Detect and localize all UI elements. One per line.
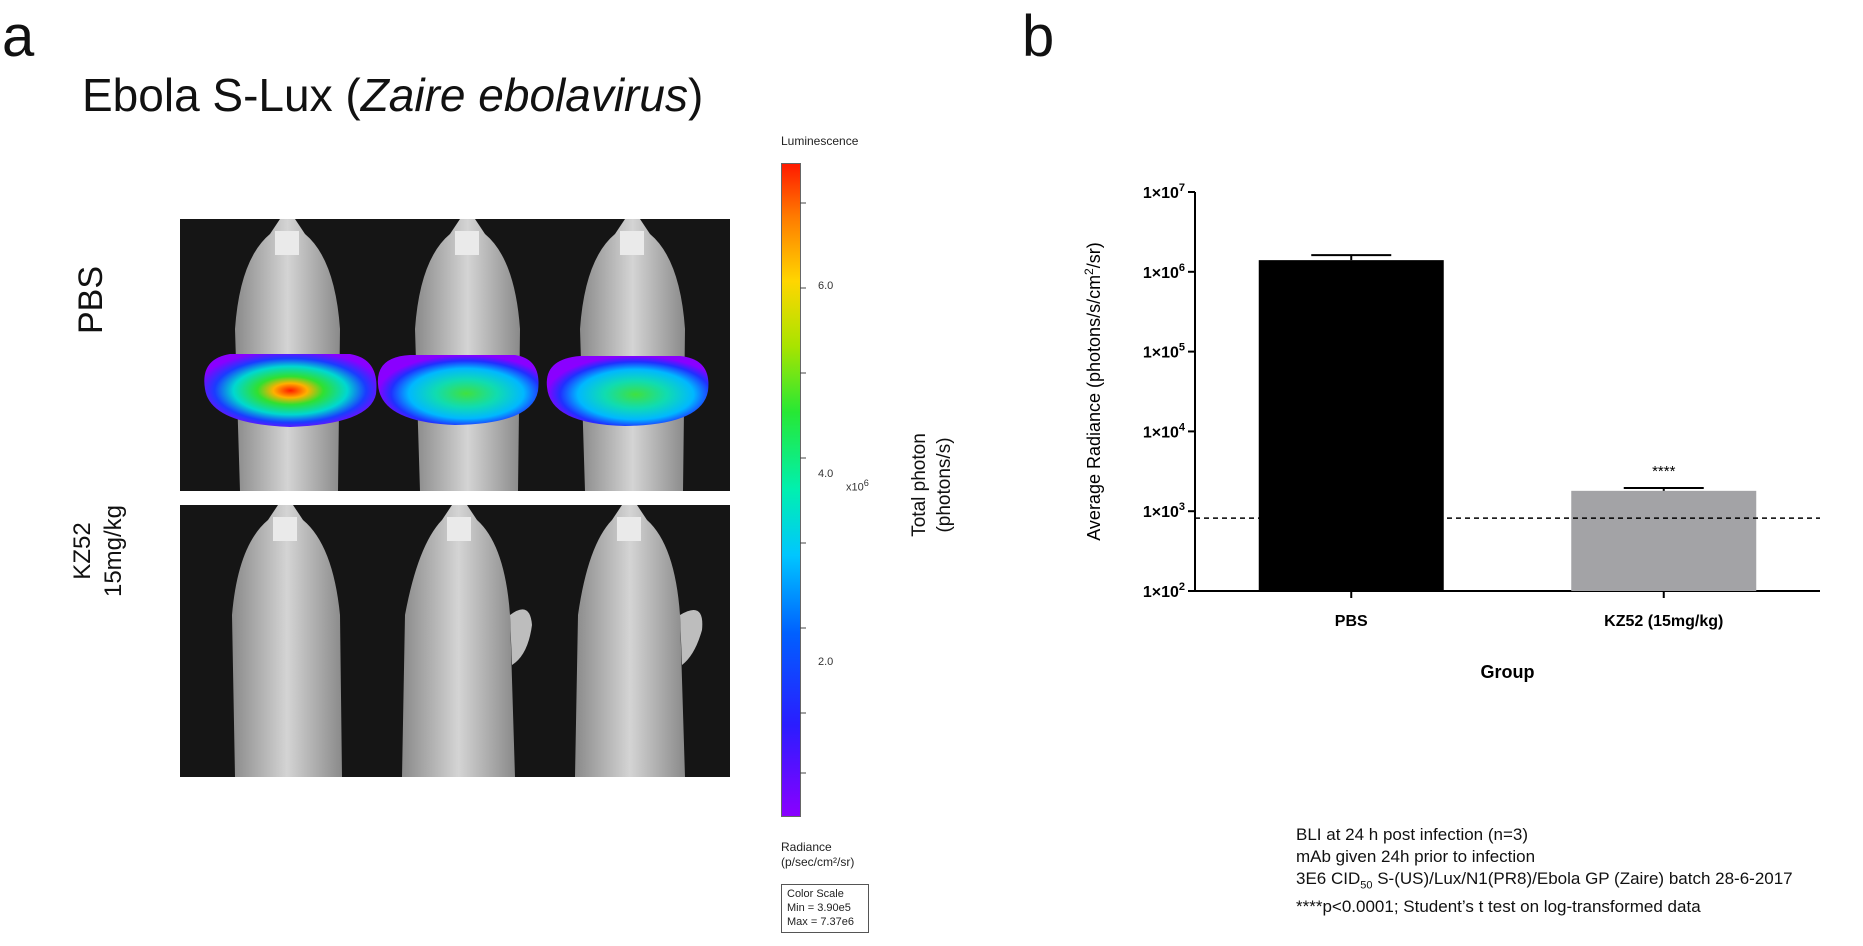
colorbar-top-label: Luminescence bbox=[781, 134, 859, 148]
title-prefix: Ebola S-Lux ( bbox=[82, 69, 361, 121]
colorbar-multiplier-exp: 6 bbox=[863, 478, 869, 488]
panel-a-letter: a bbox=[2, 4, 35, 69]
color-scale-min: Min = 3.90e5 bbox=[787, 901, 851, 914]
colorbar-unit-line2: (p/sec/cm²/sr) bbox=[781, 855, 855, 869]
y-tick-label-1: 1×103 bbox=[1143, 501, 1185, 521]
group-label-kz52-line1: KZ52 bbox=[69, 522, 96, 580]
colorbar-ticks bbox=[800, 163, 808, 815]
total-photon-label: Total photon (photons/s) bbox=[908, 390, 962, 580]
total-photon-line1: Total photon bbox=[909, 433, 930, 537]
mouse-4 bbox=[232, 505, 342, 777]
color-scale-title: Color Scale bbox=[787, 888, 844, 900]
x-axis-label: Group bbox=[1481, 662, 1535, 682]
colorbar-tick-2: 2.0 bbox=[818, 656, 834, 668]
y-tick-label-5: 1×107 bbox=[1143, 182, 1185, 202]
colorbar-multiplier: x106 bbox=[846, 478, 869, 494]
y-tick-label-2: 1×104 bbox=[1143, 421, 1186, 441]
bar-1 bbox=[1571, 490, 1757, 591]
x-tick-label-1: KZ52 (15mg/kg) bbox=[1604, 613, 1723, 630]
color-scale-max: Max = 7.37e6 bbox=[787, 915, 854, 928]
luminescence-colorbar bbox=[781, 163, 801, 817]
note-line-2: mAb given 24h prior to infection bbox=[1296, 847, 1536, 866]
y-tick-label-3: 1×105 bbox=[1143, 342, 1185, 362]
note-line-1: BLI at 24 h post infection (n=3) bbox=[1296, 825, 1529, 844]
mouse-3 bbox=[546, 219, 709, 491]
panel-a-title: Ebola S-Lux (Zaire ebolavirus) bbox=[82, 72, 703, 118]
colorbar-unit-label: Radiance (p/sec/cm²/sr) bbox=[781, 840, 854, 870]
chart-svg: 1×102 1×103 1×104 1×105 1×106 1×107 PBS KZ52 (1… bbox=[1082, 182, 1820, 682]
significance-label-1: **** bbox=[1652, 463, 1676, 480]
colorbar-tick-4: 4.0 bbox=[818, 468, 834, 480]
colorbar-unit-line1: Radiance bbox=[781, 840, 832, 854]
note-line-3-sub: 50 bbox=[1360, 879, 1373, 892]
kz52-bioluminescence-image bbox=[180, 505, 730, 777]
mouse-6 bbox=[575, 505, 703, 777]
title-suffix: ) bbox=[687, 69, 704, 121]
mouse-1 bbox=[204, 219, 377, 491]
kz52-mice-svg bbox=[232, 505, 703, 777]
chart-notes: BLI at 24 h post infection (n=3) mAb giv… bbox=[1296, 824, 1793, 918]
pbs-bioluminescence-image bbox=[180, 219, 730, 491]
group-label-kz52-line2: 15mg/kg bbox=[100, 504, 128, 598]
panel-b-letter: b bbox=[1022, 4, 1055, 69]
title-italic: Zaire ebolavirus bbox=[360, 69, 688, 121]
color-scale-box: Color Scale Min = 3.90e5 Max = 7.37e6 bbox=[781, 884, 869, 934]
group-label-pbs: PBS bbox=[72, 265, 110, 335]
mouse-2 bbox=[377, 219, 539, 491]
bar-0 bbox=[1258, 260, 1444, 591]
group-label-kz52: KZ52 15mg/kg bbox=[67, 471, 133, 631]
y-tick-label-4: 1×106 bbox=[1143, 262, 1185, 282]
mouse-5 bbox=[402, 505, 532, 777]
note-line-4: ****p<0.0001; Student’s t test on log-tr… bbox=[1296, 897, 1701, 917]
x-tick-label-0: PBS bbox=[1335, 613, 1368, 630]
total-photon-line2: (photons/s) bbox=[933, 437, 955, 533]
pbs-mice-svg bbox=[204, 219, 709, 491]
colorbar-tick-6: 6.0 bbox=[818, 280, 834, 292]
radiance-bar-chart: 1×102 1×103 1×104 1×105 1×106 1×107 PBS KZ52 (1… bbox=[1060, 170, 1860, 790]
note-line-3: 3E6 CID50 S-(US)/Lux/N1(PR8)/Ebola GP (Z… bbox=[1296, 869, 1793, 892]
y-tick-label-0: 1×102 bbox=[1143, 581, 1185, 601]
y-axis-label: Average Radiance (photons/s/cm2/sr) bbox=[1082, 242, 1104, 541]
